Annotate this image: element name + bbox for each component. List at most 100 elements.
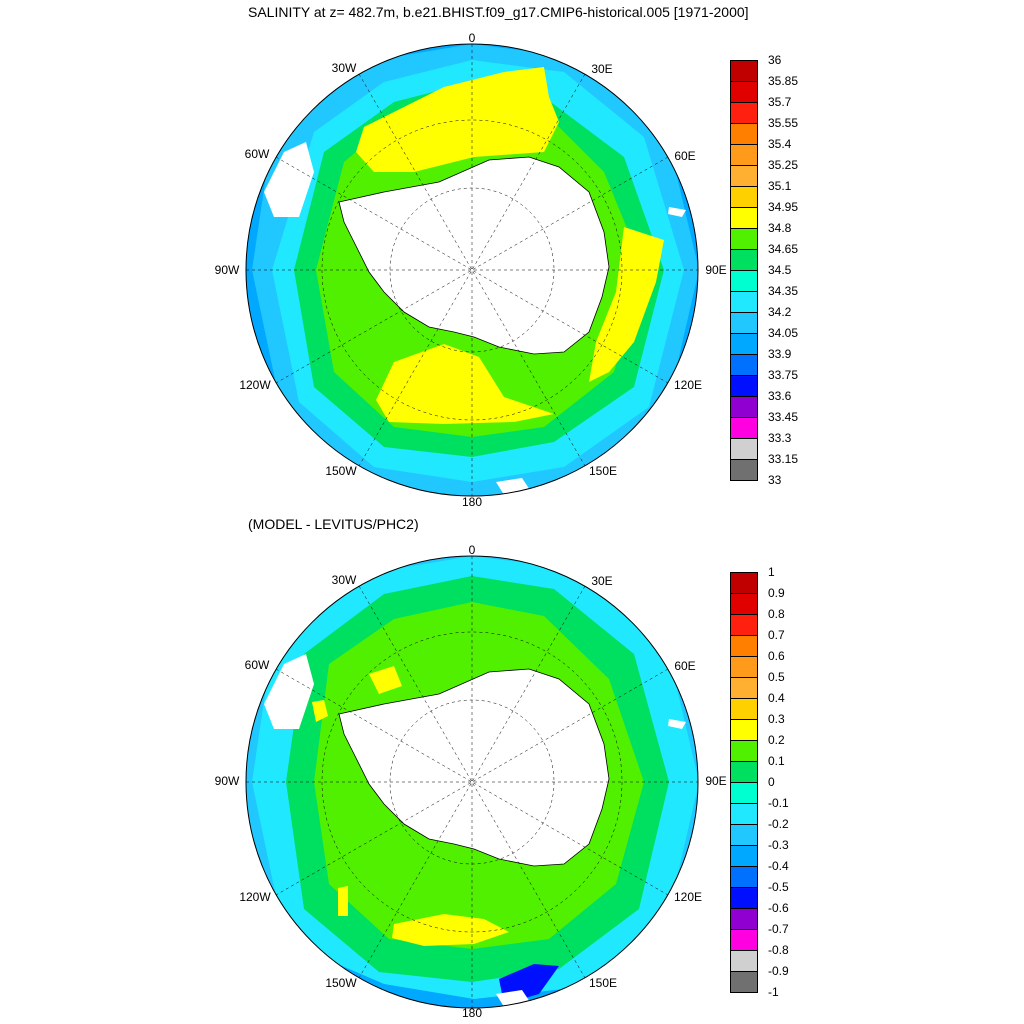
colorbar-swatch [730,782,758,804]
colorbar-label: 34.05 [768,326,799,340]
colorbar-swatch [730,123,758,145]
colorbar-label: 33.9 [768,347,792,361]
colorbar-label: 33 [768,473,782,487]
colorbar-swatch [730,887,758,909]
colorbar-label: 33.3 [768,431,792,445]
colorbar-swatch [730,971,758,993]
lon-label-90w: 90W [214,774,240,788]
lon-label-60e: 60E [674,659,696,673]
colorbar-label: 34.65 [768,242,799,256]
colorbar-swatch [730,186,758,208]
colorbar-label: 35.7 [768,95,792,109]
colorbar-label: 0.1 [768,754,785,768]
salinity-polar-map [245,43,699,497]
colorbar-swatch [730,228,758,250]
colorbar-label: 35.1 [768,179,792,193]
map-title: SALINITY at z= 482.7m, b.e21.BHIST.f09_g… [248,4,749,20]
lon-label-180: 180 [461,1006,483,1020]
colorbar-label: 34.8 [768,221,792,235]
colorbar-label: 0.5 [768,670,785,684]
lon-label-60e: 60E [674,149,696,163]
colorbar-label: -0.4 [768,859,789,873]
colorbar-label: 35.25 [768,158,799,172]
colorbar-swatch [730,740,758,762]
colorbar-swatch [730,656,758,678]
colorbar-swatch [730,312,758,334]
colorbar-label: -0.8 [768,943,789,957]
colorbar-swatch [730,593,758,615]
colorbar-label: 35.4 [768,137,792,151]
colorbar-swatch [730,375,758,397]
colorbar-swatch [730,824,758,846]
lon-label-30w: 30W [331,61,357,75]
lon-label-150w: 150W [325,976,357,990]
colorbar-swatch [730,438,758,460]
lon-label-30e: 30E [591,62,613,76]
lon-label-30e: 30E [591,574,613,588]
colorbar-label: 33.15 [768,452,799,466]
colorbar-label: 35.85 [768,74,799,88]
colorbar-swatch [730,635,758,657]
colorbar-label: 0.3 [768,712,785,726]
lon-label-0: 0 [468,31,476,45]
lon-label-0: 0 [468,543,476,557]
colorbar-swatch [730,866,758,888]
lon-label-60w: 60W [244,147,270,161]
colorbar-label: -1 [768,985,779,999]
colorbar-swatch [730,396,758,418]
lon-label-90e: 90E [705,263,727,277]
lon-label-90e: 90E [705,774,727,788]
colorbar-swatch [730,459,758,481]
colorbar-label: 0.6 [768,649,785,663]
lon-label-180: 180 [461,495,483,509]
colorbar-swatch [730,417,758,439]
colorbar-swatch [730,270,758,292]
colorbar-label: 36 [768,53,782,67]
colorbar-swatch [730,677,758,699]
colorbar-swatch [730,845,758,867]
colorbar-label: 0.7 [768,628,785,642]
colorbar-label: -0.5 [768,880,789,894]
lon-label-90w: 90W [214,263,240,277]
colorbar-swatch [730,908,758,930]
colorbar-label: -0.9 [768,964,789,978]
lon-label-120e: 120E [673,378,703,392]
colorbar-label: -0.7 [768,922,789,936]
colorbar-label: -0.6 [768,901,789,915]
colorbar-label: 34.35 [768,284,799,298]
colorbar-swatch [730,929,758,951]
colorbar-swatch [730,291,758,313]
colorbar-swatch [730,719,758,741]
colorbar-swatch [730,144,758,166]
lon-label-150e: 150E [588,976,618,990]
colorbar-swatch [730,950,758,972]
colorbar-label: 34.2 [768,305,792,319]
lon-label-30w: 30W [331,573,357,587]
colorbar-swatch [730,354,758,376]
colorbar-swatch [730,165,758,187]
colorbar-label: 35.55 [768,116,799,130]
difference-polar-map [245,555,699,1009]
colorbar-label: 33.6 [768,389,792,403]
colorbar-label: 0.9 [768,586,785,600]
colorbar-swatch [730,207,758,229]
colorbar-label: 0 [768,775,775,789]
colorbar-label: 1 [768,565,775,579]
colorbar-label: -0.2 [768,817,789,831]
colorbar-swatch [730,698,758,720]
colorbar-swatch [730,102,758,124]
lon-label-120w: 120W [239,378,271,392]
colorbar-label: -0.3 [768,838,789,852]
colorbar-label: 34.5 [768,263,792,277]
difference-map-title: (MODEL - LEVITUS/PHC2) [248,516,419,532]
colorbar-swatch [730,333,758,355]
colorbar-label: 33.45 [768,410,799,424]
lon-label-60w: 60W [244,658,270,672]
colorbar-swatch [730,614,758,636]
colorbar-swatch [730,761,758,783]
colorbar-label: 0.8 [768,607,785,621]
colorbar-label: 33.75 [768,368,799,382]
colorbar-label: 0.2 [768,733,785,747]
colorbar-swatch [730,60,758,82]
colorbar-label: 34.95 [768,200,799,214]
